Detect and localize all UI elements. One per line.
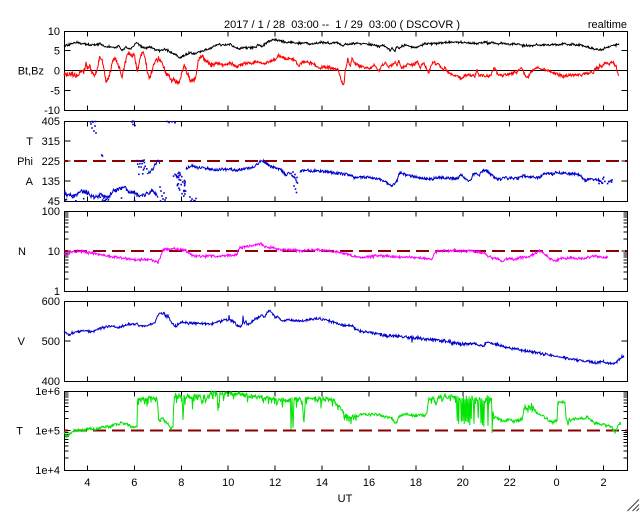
svg-text:1e+4: 1e+4 — [35, 465, 60, 477]
svg-text:2017 / 1 / 28 03:00 -- 1 / 2: 2017 / 1 / 28 03:00 -- 1 / 29 03:00 ( DS… — [224, 19, 460, 31]
svg-text:135: 135 — [42, 176, 60, 188]
svg-text:UT: UT — [338, 493, 353, 505]
svg-text:16: 16 — [363, 477, 375, 489]
svg-text:225: 225 — [42, 156, 60, 168]
svg-text:405: 405 — [42, 116, 60, 128]
svg-text:A: A — [26, 176, 34, 188]
svg-text:1e+5: 1e+5 — [35, 426, 60, 438]
svg-text:realtime: realtime — [588, 19, 627, 31]
svg-text:10: 10 — [48, 26, 60, 38]
svg-text:18: 18 — [410, 477, 422, 489]
svg-text:Bt,Bz: Bt,Bz — [18, 66, 44, 78]
svg-text:400: 400 — [42, 376, 60, 388]
svg-text:T: T — [26, 136, 33, 148]
svg-text:-5: -5 — [50, 86, 60, 98]
svg-text:0: 0 — [554, 477, 560, 489]
svg-text:Phi: Phi — [17, 156, 33, 168]
svg-text:20: 20 — [457, 477, 469, 489]
svg-text:500: 500 — [42, 336, 60, 348]
svg-text:T: T — [16, 426, 23, 438]
svg-text:45: 45 — [48, 196, 60, 208]
svg-text:V: V — [18, 336, 26, 348]
svg-text:10: 10 — [222, 477, 234, 489]
svg-text:0: 0 — [54, 66, 60, 78]
svg-text:5: 5 — [54, 46, 60, 58]
svg-text:22: 22 — [504, 477, 516, 489]
svg-text:N: N — [18, 246, 26, 258]
svg-text:100: 100 — [42, 206, 60, 218]
svg-text:12: 12 — [269, 477, 281, 489]
svg-text:2: 2 — [600, 477, 606, 489]
svg-text:600: 600 — [42, 296, 60, 308]
svg-text:-10: -10 — [44, 105, 60, 117]
svg-text:315: 315 — [42, 136, 60, 148]
svg-text:14: 14 — [316, 477, 328, 489]
svg-text:1e+6: 1e+6 — [35, 386, 60, 398]
svg-text:8: 8 — [178, 477, 184, 489]
svg-text:6: 6 — [131, 477, 137, 489]
svg-text:4: 4 — [84, 477, 90, 489]
svg-text:10: 10 — [48, 246, 60, 258]
svg-text:1: 1 — [54, 286, 60, 298]
